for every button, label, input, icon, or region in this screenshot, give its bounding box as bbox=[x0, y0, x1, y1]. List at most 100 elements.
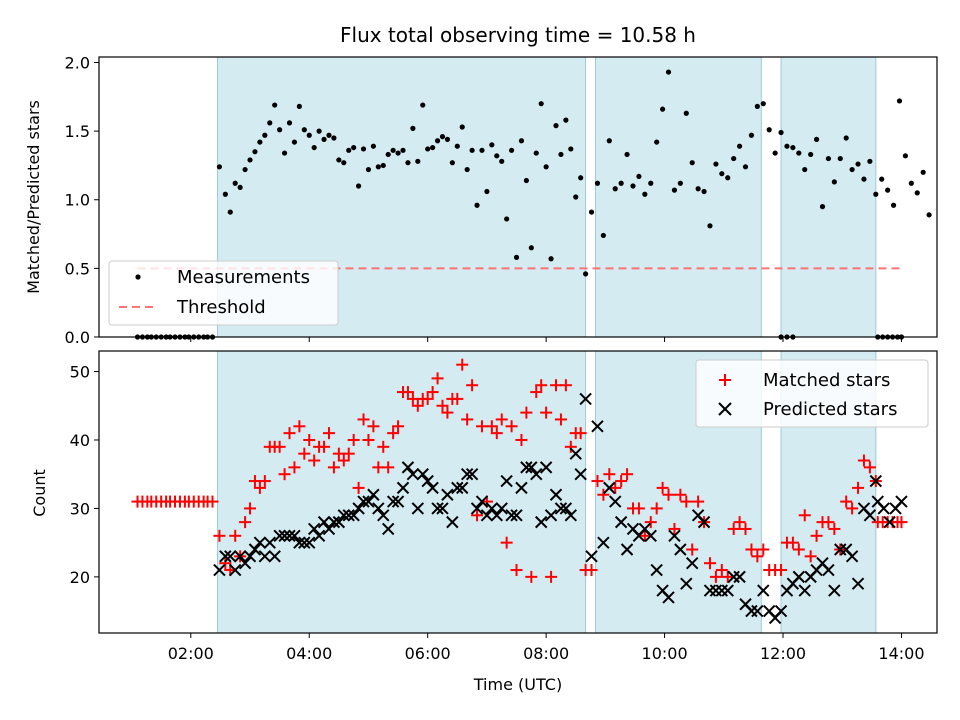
predicted-stars-point bbox=[895, 495, 908, 508]
predicted-stars-point bbox=[869, 474, 883, 488]
matched-stars-point bbox=[895, 516, 908, 529]
measurements-point bbox=[819, 204, 826, 210]
matched-stars-point bbox=[377, 440, 390, 453]
predicted-stars-point bbox=[585, 550, 598, 563]
predicted-stars-point bbox=[549, 488, 563, 501]
predicted-stars-point bbox=[828, 584, 841, 597]
matched-stars-point bbox=[727, 522, 740, 535]
predicted-stars-point bbox=[431, 502, 444, 515]
measurements-point bbox=[365, 166, 372, 173]
predicted-stars-point bbox=[465, 467, 479, 481]
predicted-stars-point bbox=[357, 495, 370, 508]
predicted-stars-point bbox=[372, 502, 385, 515]
predicted-stars-point bbox=[396, 481, 410, 495]
bottom-x-tick-label: 08:00 bbox=[523, 644, 569, 663]
measurements-point bbox=[558, 151, 564, 158]
matched-stars-point bbox=[505, 420, 518, 433]
matched-stars-point bbox=[535, 379, 548, 392]
matched-stars-point bbox=[387, 427, 400, 440]
measurements-point bbox=[405, 160, 411, 166]
predicted-stars-point bbox=[337, 509, 350, 522]
matched-stars-point bbox=[352, 481, 365, 494]
predicted-stars-point bbox=[564, 509, 578, 522]
predicted-stars-point bbox=[650, 563, 663, 577]
matched-stars-point bbox=[686, 543, 699, 556]
predicted-stars-point bbox=[436, 502, 449, 515]
predicted-stars-point bbox=[342, 509, 355, 522]
predicted-stars-point bbox=[620, 543, 634, 556]
predicted-stars-point bbox=[845, 550, 859, 563]
matched-stars-point bbox=[804, 550, 817, 563]
measurements-point bbox=[578, 175, 584, 181]
predicted-stars-point bbox=[863, 509, 877, 522]
predicted-stars-point bbox=[456, 481, 469, 495]
predicted-stars-point bbox=[362, 495, 375, 508]
measurements-point bbox=[321, 136, 327, 142]
matched-stars-point bbox=[322, 427, 335, 440]
predicted-stars-point bbox=[544, 509, 558, 522]
measurements-point bbox=[410, 125, 416, 131]
matched-stars-point bbox=[337, 454, 350, 467]
measurements-point bbox=[671, 187, 678, 193]
predicted-stars-point bbox=[495, 502, 508, 515]
predicted-stars-point bbox=[883, 515, 896, 529]
predicted-stars-point bbox=[668, 529, 681, 543]
bottom-y-ticks: 20 30 40 50 bbox=[70, 363, 99, 587]
measurements-point bbox=[701, 188, 707, 195]
measurements-point bbox=[553, 123, 559, 129]
predicted-stars-point bbox=[441, 488, 454, 501]
predicted-stars-point bbox=[298, 536, 311, 549]
predicted-stars-point bbox=[597, 536, 610, 549]
matched-stars-point bbox=[530, 386, 543, 399]
matched-stars-point bbox=[597, 488, 610, 501]
measurements-point bbox=[336, 157, 342, 163]
matched-stars-point bbox=[721, 570, 734, 583]
predicted-stars-point bbox=[273, 529, 286, 543]
measurements-point bbox=[454, 143, 460, 149]
measurements-point bbox=[594, 180, 601, 186]
matched-stars-point bbox=[288, 461, 301, 474]
matched-stars-point bbox=[857, 454, 870, 467]
predicted-stars-point bbox=[367, 488, 380, 501]
measurements-point bbox=[902, 153, 909, 159]
predicted-stars-point bbox=[421, 474, 434, 488]
measurements-point bbox=[286, 120, 293, 126]
measurements-point bbox=[606, 138, 612, 144]
matched-stars-point bbox=[745, 543, 758, 556]
predicted-stars-point bbox=[751, 604, 764, 618]
matched-stars-point bbox=[283, 427, 296, 440]
predicted-stars-point bbox=[822, 563, 835, 577]
measurements-point bbox=[790, 144, 796, 151]
predicted-stars-point bbox=[317, 515, 331, 529]
matched-stars-point bbox=[609, 481, 622, 494]
predicted-stars-point bbox=[233, 550, 247, 563]
predicted-stars-point bbox=[293, 536, 306, 549]
bottom-panel: 20 30 40 50 02:00 04:00 06:00 08:00 10:00 12:00 1… bbox=[30, 350, 938, 694]
x-axis-label: Time (UTC) bbox=[473, 675, 562, 694]
measurements-point bbox=[277, 127, 283, 133]
matched-stars-point bbox=[421, 392, 434, 405]
predicted-stars-point bbox=[322, 522, 336, 536]
bottom-y-tick-label: 30 bbox=[70, 499, 90, 518]
measurements-point bbox=[748, 132, 755, 138]
matched-stars-point bbox=[347, 433, 360, 446]
predicted-stars-point bbox=[644, 529, 657, 543]
measurements-point bbox=[523, 177, 529, 184]
matched-stars-point bbox=[650, 502, 663, 515]
matched-stars-point bbox=[680, 495, 693, 508]
matched-stars-point bbox=[554, 413, 567, 426]
matched-stars-point bbox=[751, 550, 764, 563]
matched-stars-point bbox=[367, 420, 380, 433]
top-observing-window-2 bbox=[594, 56, 762, 338]
measurements-point bbox=[533, 150, 539, 156]
measurements-point bbox=[390, 147, 396, 153]
predicted-stars-point bbox=[500, 474, 513, 488]
measurements-point bbox=[262, 132, 268, 138]
matched-stars-point bbox=[451, 392, 464, 405]
measurements-point bbox=[301, 127, 307, 133]
bottom-x-tick-label: 04:00 bbox=[286, 644, 332, 663]
measurements-point bbox=[400, 147, 406, 153]
measurements-point bbox=[660, 106, 666, 112]
bottom-y-axis-label: Count bbox=[30, 469, 49, 517]
matched-stars-point bbox=[500, 536, 513, 549]
